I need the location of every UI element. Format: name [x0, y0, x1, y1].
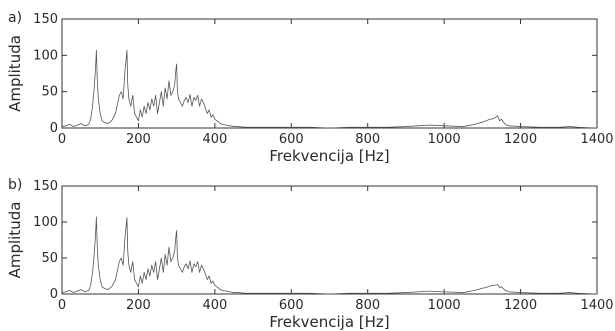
x-tick-label: 200	[126, 298, 151, 313]
y-tick-label: 100	[33, 48, 58, 63]
x-tick-label: 600	[279, 132, 304, 147]
x-tick-label: 0	[58, 132, 66, 147]
y-tick-label: 100	[33, 215, 58, 230]
y-tick-label: 150	[33, 179, 58, 194]
x-axis-title: Frekvencija [Hz]	[269, 313, 389, 331]
x-tick-label: 1000	[428, 298, 461, 313]
y-axis-title: Amplituda	[6, 202, 24, 279]
x-tick-label: 600	[279, 298, 304, 313]
y-tick-label: 0	[50, 121, 58, 136]
y-tick-label: 0	[50, 287, 58, 302]
x-tick-label: 200	[126, 132, 151, 147]
x-tick-label: 1000	[428, 132, 461, 147]
x-tick-label: 1200	[504, 132, 537, 147]
y-axis-title: Amplituda	[6, 35, 24, 112]
x-tick-label: 1200	[504, 298, 537, 313]
y-tick-label: 50	[41, 85, 58, 100]
spectrum-series-line	[61, 216, 598, 295]
spectrum-series-line	[61, 49, 598, 129]
x-tick-label: 400	[202, 132, 227, 147]
panel-label: a)	[8, 10, 22, 26]
x-tick-label: 1400	[580, 298, 613, 313]
panel-label: b)	[8, 177, 22, 193]
y-tick-label: 50	[41, 251, 58, 266]
panel-a: 0 50 100 150 0 200 400 600 800 1000 1200 1400 Frekve…	[6, 10, 614, 165]
x-tick-label: 1400	[580, 132, 613, 147]
y-tick-label: 150	[33, 12, 58, 27]
x-tick-label: 0	[58, 298, 66, 313]
x-axis-title: Frekvencija [Hz]	[269, 147, 389, 165]
x-tick-label: 800	[355, 132, 380, 147]
x-tick-label: 400	[202, 298, 227, 313]
plot-frame	[61, 185, 598, 295]
x-tick-label: 800	[355, 298, 380, 313]
panel-b: 0 50 100 150 0 200 400 600 800 1000 1200 1400 Frekve…	[6, 177, 614, 331]
plot-frame	[61, 18, 598, 129]
